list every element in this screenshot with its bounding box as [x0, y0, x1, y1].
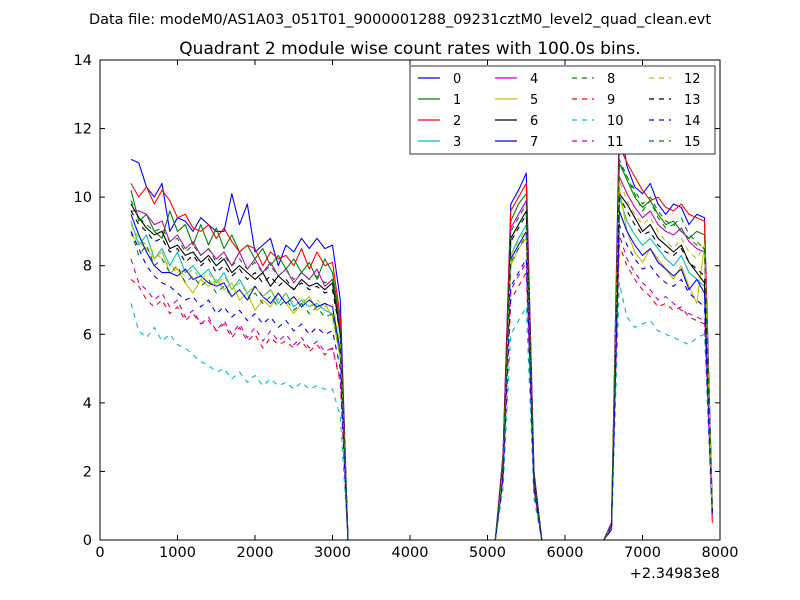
series-line-14 [130, 224, 713, 540]
x-tick-label: 1000 [159, 545, 196, 561]
legend-label-5: 5 [530, 93, 538, 108]
series-line-5 [130, 186, 713, 540]
series-line-11 [130, 234, 713, 540]
x-tick-label: 2000 [237, 545, 274, 561]
legend-label-1: 1 [453, 93, 461, 108]
legend-label-9: 9 [607, 93, 615, 108]
series-line-0 [130, 121, 713, 540]
series-line-2 [130, 145, 713, 540]
y-tick-label: 6 [83, 327, 92, 343]
x-tick-label: 5000 [469, 545, 506, 561]
legend-label-7: 7 [530, 135, 538, 150]
data-file-suptitle: Data file: modeM0/AS1A03_051T01_90000012… [89, 12, 711, 28]
y-tick-label: 14 [74, 53, 92, 69]
x-tick-label: 8000 [702, 545, 739, 561]
series-line-8 [130, 162, 713, 540]
legend-label-0: 0 [453, 72, 461, 87]
legend-label-13: 13 [684, 93, 701, 108]
x-tick-label: 7000 [624, 545, 661, 561]
y-tick-label: 10 [74, 190, 92, 206]
x-axis-offset-label: +2.34983e8 [630, 566, 720, 582]
series-line-6 [130, 193, 713, 540]
y-tick-label: 8 [83, 259, 92, 275]
series-line-15 [130, 158, 713, 540]
legend-label-2: 2 [453, 114, 461, 129]
series-line-10 [130, 282, 713, 540]
series-line-13 [130, 196, 713, 540]
chart-title: Quadrant 2 module wise count rates with … [179, 39, 640, 59]
legend-label-11: 11 [607, 135, 624, 150]
legend-label-6: 6 [530, 114, 538, 129]
series-line-12 [130, 179, 713, 540]
legend-label-14: 14 [684, 114, 701, 129]
y-tick-label: 0 [83, 533, 92, 549]
series-line-3 [130, 196, 713, 540]
legend-box [409, 65, 716, 155]
series-layer [130, 121, 713, 540]
legend-label-4: 4 [530, 72, 538, 87]
plot-area: 0 1000 2000 3000 4000 5000 6000 7000 80000246810… [74, 53, 739, 561]
y-tick-label: 2 [83, 464, 92, 480]
y-tick-label: 4 [83, 396, 92, 412]
x-tick-label: 0 [95, 545, 104, 561]
legend-label-8: 8 [607, 72, 615, 87]
series-line-1 [130, 162, 713, 540]
x-tick-label: 6000 [547, 545, 584, 561]
legend-label-3: 3 [453, 135, 461, 150]
legend-label-12: 12 [684, 72, 701, 87]
legend-label-10: 10 [607, 114, 624, 129]
axis-ticks: 0 1000 2000 3000 4000 5000 6000 7000 80000246810… [74, 53, 739, 561]
series-line-9 [130, 244, 713, 540]
legend-label-15: 15 [684, 135, 701, 150]
series-line-7 [130, 210, 713, 540]
x-tick-label: 4000 [392, 545, 429, 561]
x-tick-label: 3000 [314, 545, 351, 561]
y-tick-label: 12 [74, 122, 92, 138]
